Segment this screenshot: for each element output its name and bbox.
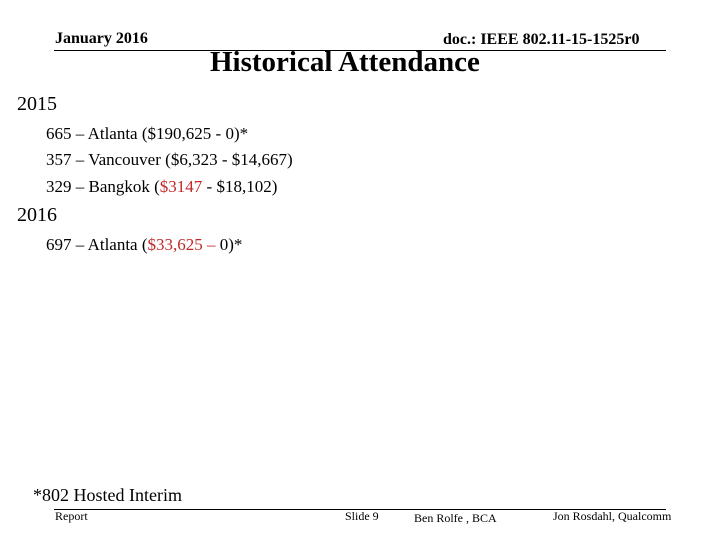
line-tail: )* xyxy=(228,235,243,254)
year-heading-2016: 2016 xyxy=(17,204,57,226)
line-tail: ) xyxy=(286,150,293,169)
separator: – xyxy=(71,124,88,143)
value-end: $14,667 xyxy=(231,150,287,169)
attendance-count: 665 xyxy=(46,124,72,143)
attendance-line: 665 – Atlanta ($190,625 - 0)* xyxy=(46,124,248,144)
attendance-count: 697 xyxy=(46,235,72,254)
footer-divider xyxy=(54,509,666,510)
value-end: $18,102 xyxy=(216,177,272,196)
footer-report: Report xyxy=(55,509,88,523)
value-start-highlighted: $33,625 xyxy=(147,235,203,254)
year-heading-2015: 2015 xyxy=(17,93,57,115)
value-start: $6,323 xyxy=(170,150,218,169)
line-tail: ) xyxy=(271,177,278,196)
header-date: January 2016 xyxy=(55,30,148,47)
header-doc-id: doc.: IEEE 802.11-15-1525r0 xyxy=(443,31,640,48)
location: Atlanta ( xyxy=(87,124,148,143)
attendance-line: 329 – Bangkok ($3147 - $18,102) xyxy=(46,177,277,197)
value-separator-highlighted: – xyxy=(202,235,220,254)
separator: – xyxy=(71,177,89,196)
separator: – xyxy=(71,235,88,254)
location: Vancouver ( xyxy=(88,150,171,169)
value-separator: - xyxy=(217,150,232,169)
value-separator: - xyxy=(211,124,226,143)
footnote: *802 Hosted Interim xyxy=(33,485,182,505)
attendance-line: 357 – Vancouver ($6,323 - $14,667) xyxy=(46,150,293,170)
location: Bangkok ( xyxy=(88,177,160,196)
location: Atlanta ( xyxy=(87,235,148,254)
value-end: 0 xyxy=(225,124,234,143)
attendance-count: 329 xyxy=(46,177,72,196)
separator: – xyxy=(71,150,89,169)
footer-author: Jon Rosdahl, Qualcomm xyxy=(553,509,672,523)
header-divider xyxy=(54,50,666,51)
footer-slide-number: Slide 9 xyxy=(345,509,379,523)
attendance-count: 357 xyxy=(46,150,72,169)
value-start-highlighted: $3147 xyxy=(159,177,203,196)
line-tail: )* xyxy=(233,124,249,143)
value-end: 0 xyxy=(219,235,229,254)
value-start: $190,625 xyxy=(147,124,212,143)
value-separator: - xyxy=(202,177,217,196)
footer-presenter: Ben Rolfe , BCA xyxy=(414,511,497,525)
attendance-line: 697 – Atlanta ($33,625 – 0)* xyxy=(46,235,242,255)
slide-title: Historical Attendance xyxy=(210,46,480,78)
